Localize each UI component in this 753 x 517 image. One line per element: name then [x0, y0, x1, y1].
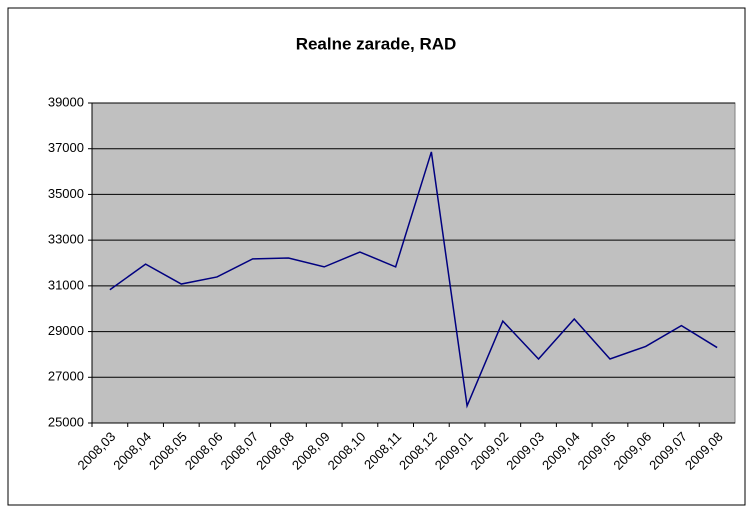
y-tick-label: 35000 — [48, 186, 84, 201]
y-tick-label: 39000 — [48, 94, 84, 109]
y-tick-label: 31000 — [48, 277, 84, 292]
data-line — [109, 151, 718, 409]
y-tick-label: 33000 — [48, 232, 84, 247]
chart-title: Realne zarade, RAD — [296, 34, 457, 53]
y-tick-label: 27000 — [48, 369, 84, 384]
y-tick-label: 25000 — [48, 414, 84, 429]
y-tick-label: 37000 — [48, 140, 84, 155]
plot-area — [91, 102, 736, 424]
y-tick-label: 29000 — [48, 323, 84, 338]
